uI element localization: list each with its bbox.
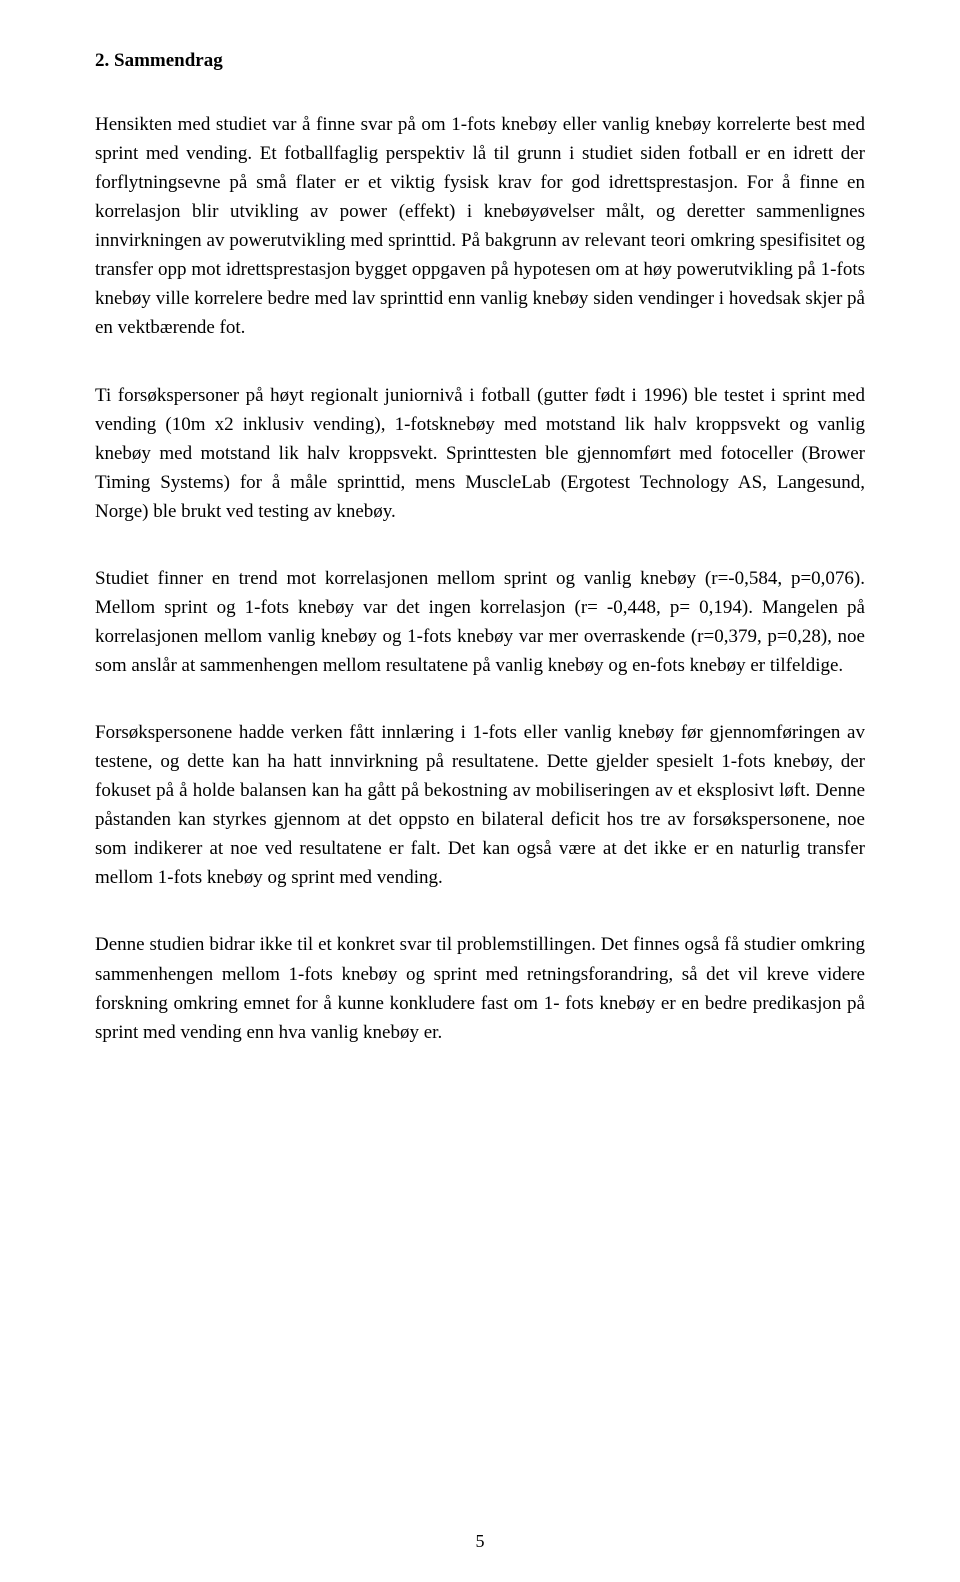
body-paragraph: Forsøkspersonene hadde verken fått innlæ… [95, 718, 865, 892]
body-paragraph: Studiet finner en trend mot korrelasjone… [95, 564, 865, 680]
section-heading: 2. Sammendrag [95, 50, 865, 72]
body-paragraph: Denne studien bidrar ikke til et konkret… [95, 930, 865, 1046]
page-number: 5 [0, 1531, 960, 1552]
document-page: 2. Sammendrag Hensikten med studiet var … [0, 0, 960, 1582]
body-paragraph: Ti forsøkspersoner på høyt regionalt jun… [95, 381, 865, 526]
body-paragraph: Hensikten med studiet var å finne svar p… [95, 110, 865, 343]
